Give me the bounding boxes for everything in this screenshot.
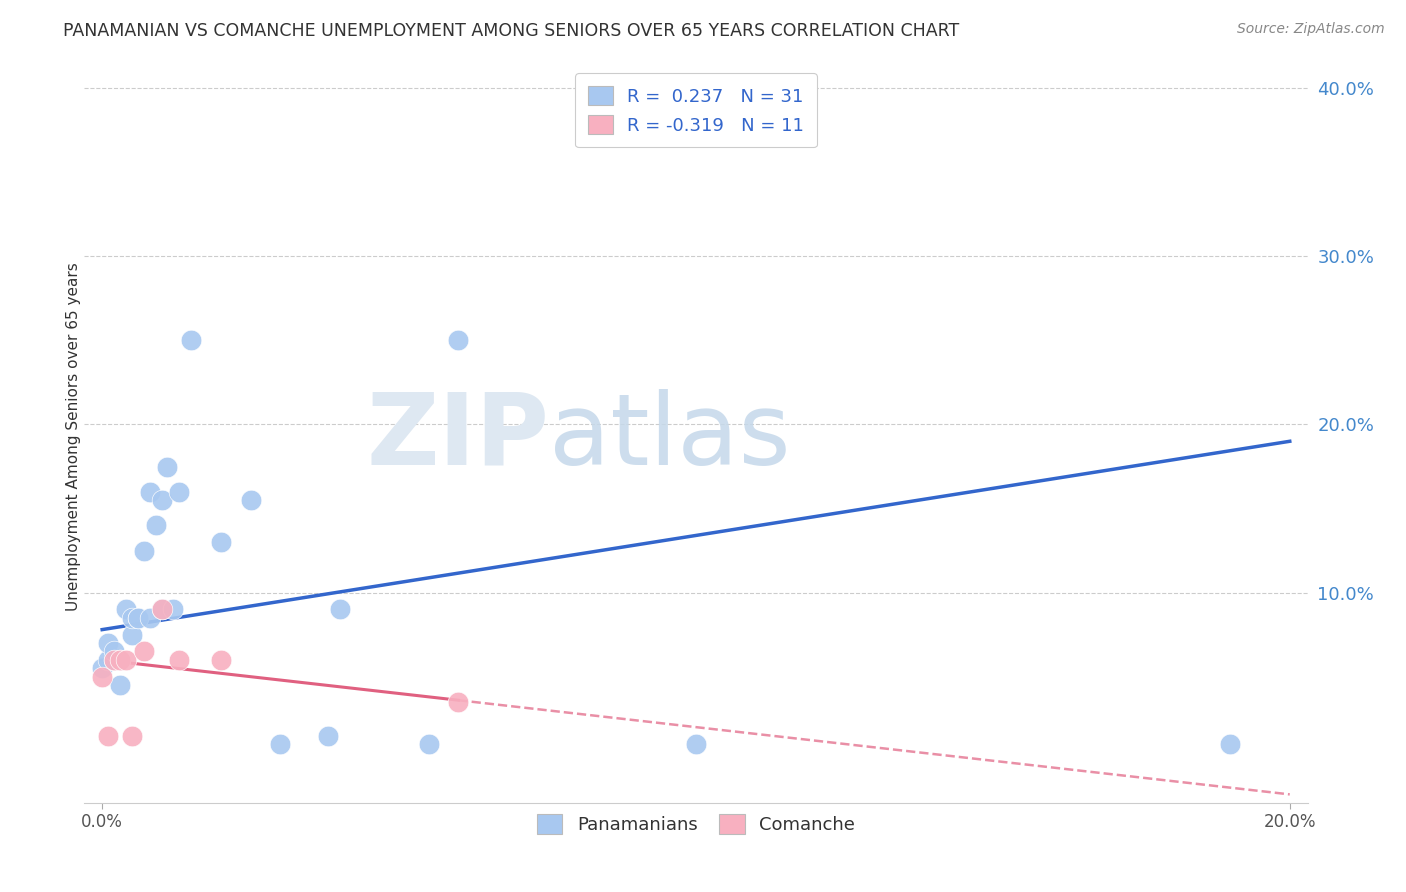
Point: [162, 602, 184, 616]
Point: [108, 653, 131, 667]
Point: [316, 729, 339, 743]
Point: [103, 644, 125, 658]
Point: [269, 737, 291, 751]
Text: Source: ZipAtlas.com: Source: ZipAtlas.com: [1237, 22, 1385, 37]
Point: [150, 602, 173, 616]
Point: [97, 636, 120, 650]
Point: [115, 653, 138, 667]
Point: [127, 611, 149, 625]
Point: [169, 484, 191, 499]
Point: [91, 661, 114, 675]
Point: [121, 627, 143, 641]
Point: [97, 653, 120, 667]
Point: [108, 653, 131, 667]
Point: [209, 535, 232, 549]
Point: [1219, 737, 1241, 751]
Point: [180, 334, 202, 348]
Point: [145, 518, 167, 533]
Point: [108, 678, 131, 692]
Point: [418, 737, 440, 751]
Point: [239, 493, 262, 508]
Text: atlas: atlas: [550, 389, 790, 485]
Point: [127, 611, 149, 625]
Point: [91, 670, 114, 684]
Point: [150, 602, 173, 616]
Point: [121, 611, 143, 625]
Point: [138, 484, 160, 499]
Y-axis label: Unemployment Among Seniors over 65 years: Unemployment Among Seniors over 65 years: [66, 263, 80, 611]
Point: [156, 459, 179, 474]
Point: [103, 653, 125, 667]
Point: [329, 602, 352, 616]
Text: ZIP: ZIP: [367, 389, 550, 485]
Point: [121, 729, 143, 743]
Point: [685, 737, 707, 751]
Point: [209, 653, 232, 667]
Point: [97, 729, 120, 743]
Point: [169, 653, 191, 667]
Point: [132, 543, 155, 558]
Point: [150, 493, 173, 508]
Legend: Panamanians, Comanche: Panamanians, Comanche: [530, 807, 862, 841]
Point: [447, 334, 470, 348]
Point: [132, 644, 155, 658]
Point: [447, 695, 470, 709]
Point: [138, 611, 160, 625]
Point: [103, 653, 125, 667]
Point: [115, 602, 138, 616]
Text: PANAMANIAN VS COMANCHE UNEMPLOYMENT AMONG SENIORS OVER 65 YEARS CORRELATION CHAR: PANAMANIAN VS COMANCHE UNEMPLOYMENT AMON…: [63, 22, 959, 40]
